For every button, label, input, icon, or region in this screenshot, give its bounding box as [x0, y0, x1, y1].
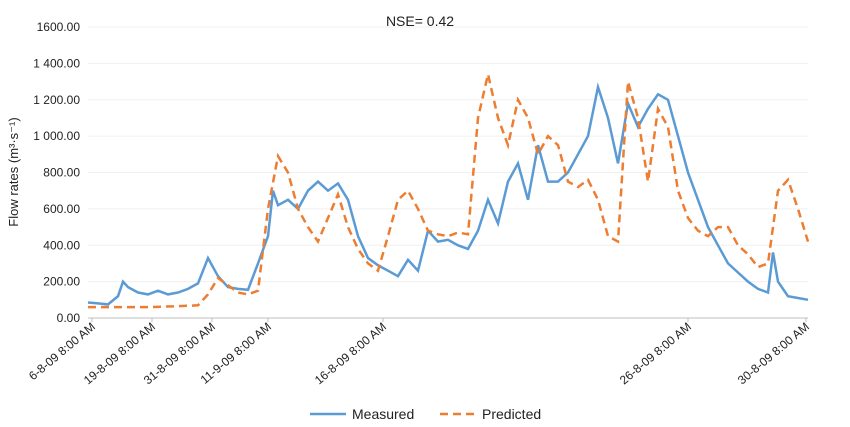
y-tick-label: 1 000.00: [33, 129, 80, 143]
series-line: [87, 82, 809, 306]
x-tick-label: 30-8-09 8:00 AM: [735, 320, 812, 388]
chart-title: NSE= 0.42: [386, 13, 454, 29]
y-tick-label: 200.00: [43, 275, 80, 289]
y-tick-label: 0.00: [57, 311, 81, 325]
y-tick-label: 1600.00: [37, 20, 81, 34]
legend-label: Predicted: [482, 406, 541, 422]
y-tick-label: 1 400.00: [33, 56, 80, 70]
y-tick-label: 800.00: [43, 166, 80, 180]
legend-label: Measured: [352, 406, 414, 422]
y-axis-label: Flow rates (m³·s⁻¹): [6, 117, 21, 226]
y-tick-label: 1 200.00: [33, 93, 80, 107]
series-line: [88, 74, 810, 309]
x-tick-label: 26-8-09 8:00 AM: [617, 320, 694, 388]
x-tick-label: 16-8-09 8:00 AM: [312, 320, 389, 388]
y-tick-label: 400.00: [43, 238, 80, 252]
y-tick-label: 600.00: [43, 202, 80, 216]
